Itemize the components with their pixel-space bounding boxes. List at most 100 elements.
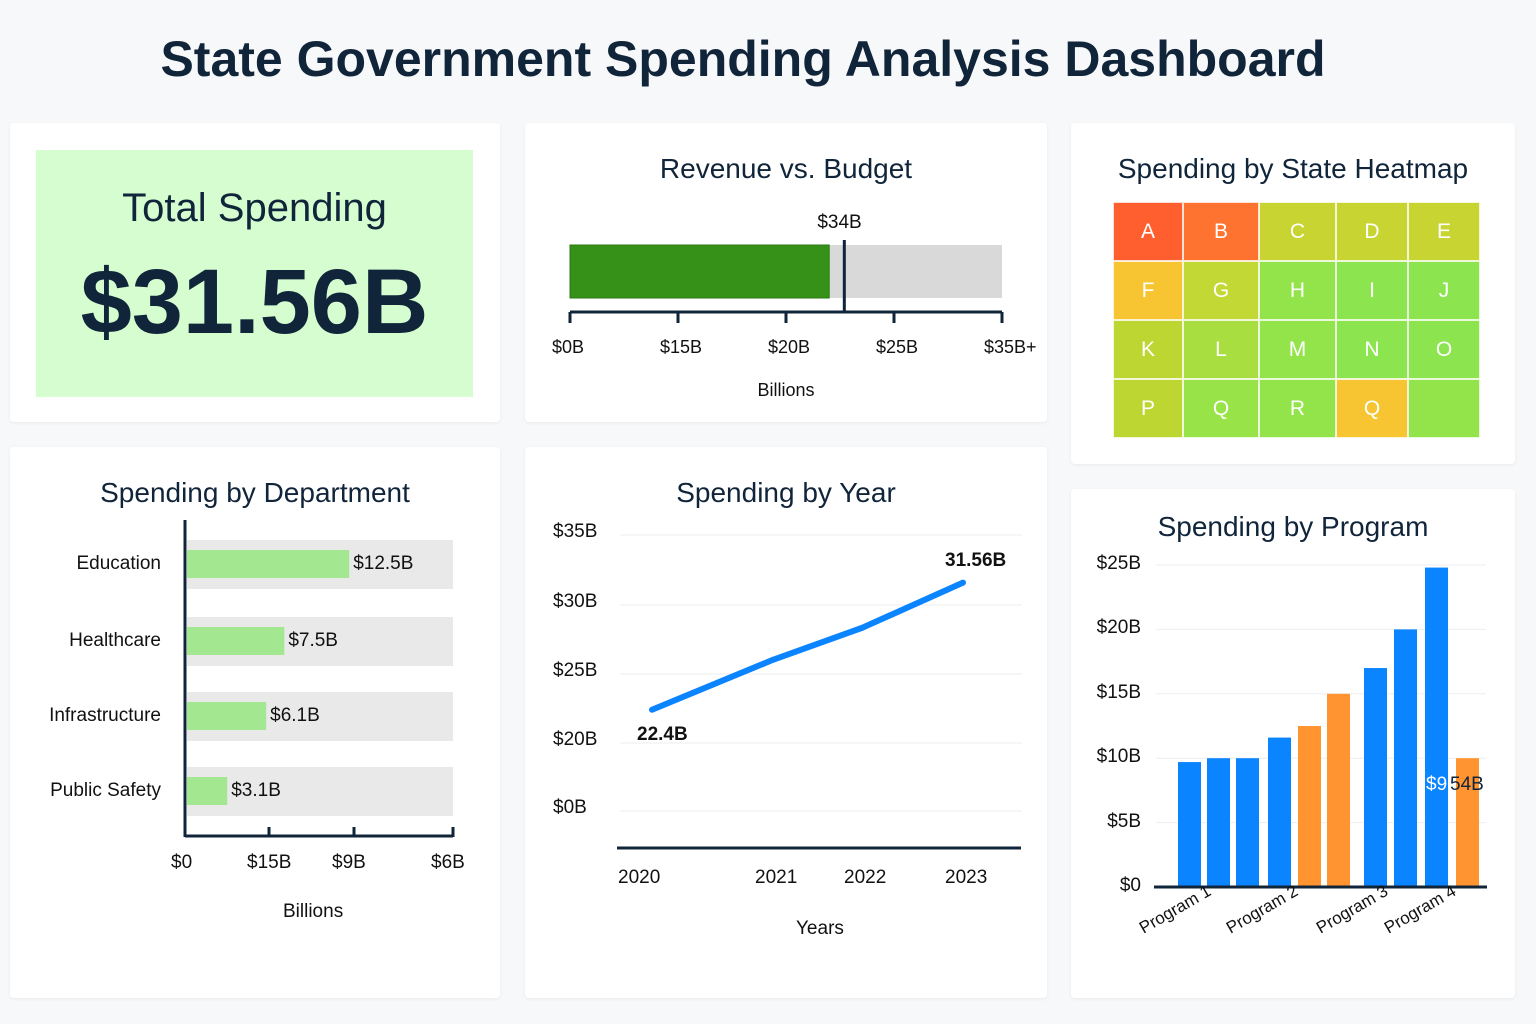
revenue-title: Revenue vs. Budget	[659, 153, 913, 184]
program-bar[interactable]	[1207, 758, 1230, 887]
heatmap-cell[interactable]: E	[1408, 202, 1480, 261]
year-point[interactable]	[859, 624, 865, 631]
program-bar[interactable]	[1364, 668, 1387, 887]
program-tick-label: $0	[1119, 875, 1141, 896]
department-value-label: $7.5B	[288, 630, 338, 651]
heatmap-cell[interactable]: A	[1113, 202, 1183, 261]
program-annotation: $9	[1426, 774, 1448, 795]
program-bar[interactable]	[1236, 758, 1259, 887]
year-xlabel: Years	[796, 918, 844, 939]
dept-svg	[183, 520, 455, 838]
total-spending-card: Total Spending $31.56B	[10, 123, 500, 422]
year-category-label: 2022	[844, 867, 887, 888]
year-point[interactable]	[770, 656, 776, 663]
heatmap-cell[interactable]: K	[1113, 320, 1183, 379]
department-bar	[187, 627, 285, 655]
revenue-fill	[569, 244, 830, 299]
heatmap-cell[interactable]: O	[1408, 320, 1480, 379]
heatmap-title: Spending by State Heatmap	[1117, 153, 1469, 184]
revenue-tick-label: $0B	[552, 337, 585, 357]
year-card: Spending by Year $35B $30B $25B $20B $0B 2020…	[525, 447, 1047, 998]
program-bar[interactable]	[1178, 762, 1201, 887]
heatmap-cell[interactable]: B	[1183, 202, 1259, 261]
department-card: Spending by Department Education $12.5B He…	[10, 447, 500, 998]
department-bar	[187, 777, 228, 805]
page-title: State Government Spending Analysis Dashb…	[160, 31, 1326, 87]
heatmap-cell[interactable]: R	[1259, 379, 1336, 438]
program-bar[interactable]	[1268, 737, 1291, 887]
department-value-label: $3.1B	[231, 780, 281, 801]
year-tick-label: $30B	[553, 591, 598, 612]
department-category-label: Public Safety	[50, 780, 161, 801]
program-title: Spending by Program	[1157, 511, 1429, 542]
department-bar	[187, 550, 350, 578]
revenue-marker-label: $34B	[817, 212, 862, 233]
program-annotation: 54B	[1450, 774, 1484, 795]
year-tick-label: $20B	[553, 729, 598, 750]
heatmap-cell[interactable]: J	[1408, 261, 1480, 320]
heatmap-cell[interactable]: M	[1259, 320, 1336, 379]
heatmap-cell[interactable]: Q	[1336, 379, 1408, 438]
program-tick-label: $20B	[1096, 617, 1141, 639]
year-title: Spending by Year	[676, 477, 896, 508]
heatmap-cell[interactable]: C	[1259, 202, 1336, 261]
program-tick-label: $10B	[1096, 746, 1141, 768]
heatmap-cell[interactable]: D	[1336, 202, 1408, 261]
year-tick-label: $0B	[553, 797, 587, 818]
department-tick-label: $0	[171, 852, 193, 873]
total-spending-panel: Total Spending $31.56B	[36, 150, 473, 397]
department-tick-label: $9B	[332, 852, 366, 873]
year-point-label: 31.56B	[945, 549, 1007, 571]
department-tick-label: $6B	[431, 852, 465, 873]
year-point[interactable]	[960, 579, 966, 586]
prog-svg	[1154, 564, 1487, 889]
department-value-label: $12.5B	[353, 553, 414, 574]
heatmap-cell[interactable]: H	[1259, 261, 1336, 320]
program-bar[interactable]	[1327, 693, 1350, 887]
program-tick-label: $15B	[1096, 681, 1141, 703]
revenue-xlabel: Billions	[757, 380, 815, 400]
total-spending-label: Total Spending	[122, 186, 387, 230]
heatmap-cell[interactable]: P	[1113, 379, 1183, 438]
revenue-tick-label: $15B	[660, 337, 703, 357]
revenue-tick-label: $35B+	[984, 337, 1037, 357]
heatmap-cell[interactable]: N	[1336, 320, 1408, 379]
heatmap-cell[interactable]: G	[1183, 261, 1259, 320]
department-track	[187, 767, 453, 816]
revenue-tick-label: $25B	[876, 337, 919, 357]
year-tick-label: $35B	[553, 521, 598, 542]
department-xlabel: Billions	[283, 901, 344, 922]
heatmap-cell[interactable]: I	[1336, 261, 1408, 320]
program-bar[interactable]	[1394, 629, 1417, 887]
year-line	[650, 579, 965, 713]
department-bar	[187, 702, 267, 730]
rev-svg	[568, 240, 1004, 323]
total-spending-value: $31.56B	[80, 251, 429, 353]
program-card: Spending by Program $25B $20B $15B $10B $5B $…	[1071, 489, 1515, 998]
program-bar[interactable]	[1425, 567, 1448, 887]
year-tick-label: $25B	[553, 660, 598, 681]
program-tick-label: $5B	[1107, 810, 1141, 832]
program-bar[interactable]	[1456, 758, 1479, 887]
department-tick-label: $15B	[247, 852, 292, 873]
heatmap-cell[interactable]: Q	[1183, 379, 1259, 438]
heatmap-cell[interactable]	[1408, 379, 1480, 438]
department-title: Spending by Department	[100, 477, 410, 508]
year-point[interactable]	[649, 706, 655, 713]
program-tick-label: $25B	[1096, 553, 1141, 574]
department-category-label: Education	[76, 553, 161, 574]
program-bar[interactable]	[1298, 726, 1321, 887]
department-category-label: Healthcare	[69, 630, 161, 651]
year-category-label: 2021	[755, 867, 798, 888]
revenue-tick-label: $20B	[768, 337, 811, 357]
department-value-label: $6.1B	[270, 705, 320, 726]
year-category-label: 2020	[618, 867, 661, 888]
year-category-label: 2023	[945, 867, 988, 888]
year-svg	[617, 534, 1022, 850]
heatmap-cell[interactable]: F	[1113, 261, 1183, 320]
heatmap-cell[interactable]: L	[1183, 320, 1259, 379]
department-category-label: Infrastructure	[49, 705, 161, 726]
revenue-card: Revenue vs. Budget $34B $0B $15B $20B $25B $3…	[525, 123, 1047, 422]
year-point-label: 22.4B	[637, 723, 688, 745]
